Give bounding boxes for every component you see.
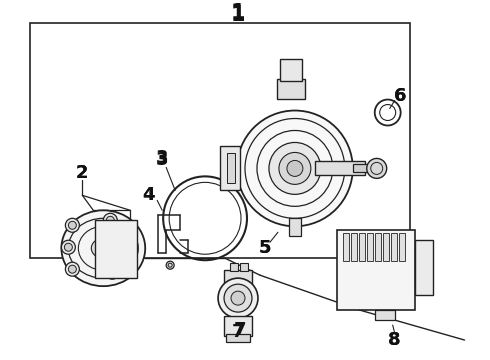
Text: 4: 4 xyxy=(142,186,154,204)
Bar xyxy=(277,78,305,99)
Text: 7: 7 xyxy=(232,323,244,341)
Bar xyxy=(343,233,349,261)
Text: 7: 7 xyxy=(234,321,246,339)
Circle shape xyxy=(65,218,79,232)
Bar xyxy=(226,334,250,342)
Bar xyxy=(353,165,371,172)
Circle shape xyxy=(108,268,116,276)
Text: 8: 8 xyxy=(389,331,401,349)
Bar xyxy=(224,270,252,285)
Circle shape xyxy=(269,143,321,194)
Bar xyxy=(289,218,301,236)
Circle shape xyxy=(69,265,76,273)
Text: 2: 2 xyxy=(76,165,89,183)
Bar xyxy=(399,233,405,261)
Circle shape xyxy=(237,111,353,226)
Bar xyxy=(220,147,240,190)
Bar xyxy=(315,161,365,175)
Bar xyxy=(375,310,394,320)
Text: 8: 8 xyxy=(389,331,401,349)
Circle shape xyxy=(103,213,117,227)
Bar xyxy=(337,230,415,310)
Bar xyxy=(391,233,397,261)
Bar xyxy=(280,59,302,81)
Text: 1: 1 xyxy=(231,3,245,23)
Bar xyxy=(351,233,357,261)
Bar xyxy=(375,233,381,261)
Bar xyxy=(240,263,248,271)
Circle shape xyxy=(367,158,387,179)
Ellipse shape xyxy=(91,238,115,258)
Bar xyxy=(30,23,410,258)
Bar xyxy=(227,153,235,183)
Text: 4: 4 xyxy=(142,186,154,204)
Circle shape xyxy=(65,262,79,276)
Text: 6: 6 xyxy=(393,86,406,104)
Circle shape xyxy=(64,243,73,251)
Circle shape xyxy=(61,240,75,254)
Text: 5: 5 xyxy=(259,239,271,257)
Circle shape xyxy=(287,161,303,176)
Bar xyxy=(367,233,373,261)
Circle shape xyxy=(106,216,114,224)
Circle shape xyxy=(105,265,119,279)
Circle shape xyxy=(114,244,122,252)
Bar xyxy=(230,263,238,271)
Bar xyxy=(96,220,137,278)
Bar xyxy=(415,240,433,295)
Text: 3: 3 xyxy=(156,152,169,170)
Circle shape xyxy=(111,241,125,255)
Text: 3: 3 xyxy=(156,149,169,167)
Text: 6: 6 xyxy=(393,86,406,104)
Text: 2: 2 xyxy=(76,165,89,183)
Circle shape xyxy=(231,291,245,305)
Circle shape xyxy=(69,221,76,229)
Circle shape xyxy=(166,261,174,269)
Circle shape xyxy=(218,278,258,318)
Circle shape xyxy=(224,284,252,312)
Circle shape xyxy=(279,152,311,184)
Bar xyxy=(383,233,389,261)
Bar xyxy=(359,233,365,261)
Text: 1: 1 xyxy=(231,5,245,25)
Bar xyxy=(224,316,252,336)
Text: 5: 5 xyxy=(259,239,271,257)
Ellipse shape xyxy=(61,210,145,286)
